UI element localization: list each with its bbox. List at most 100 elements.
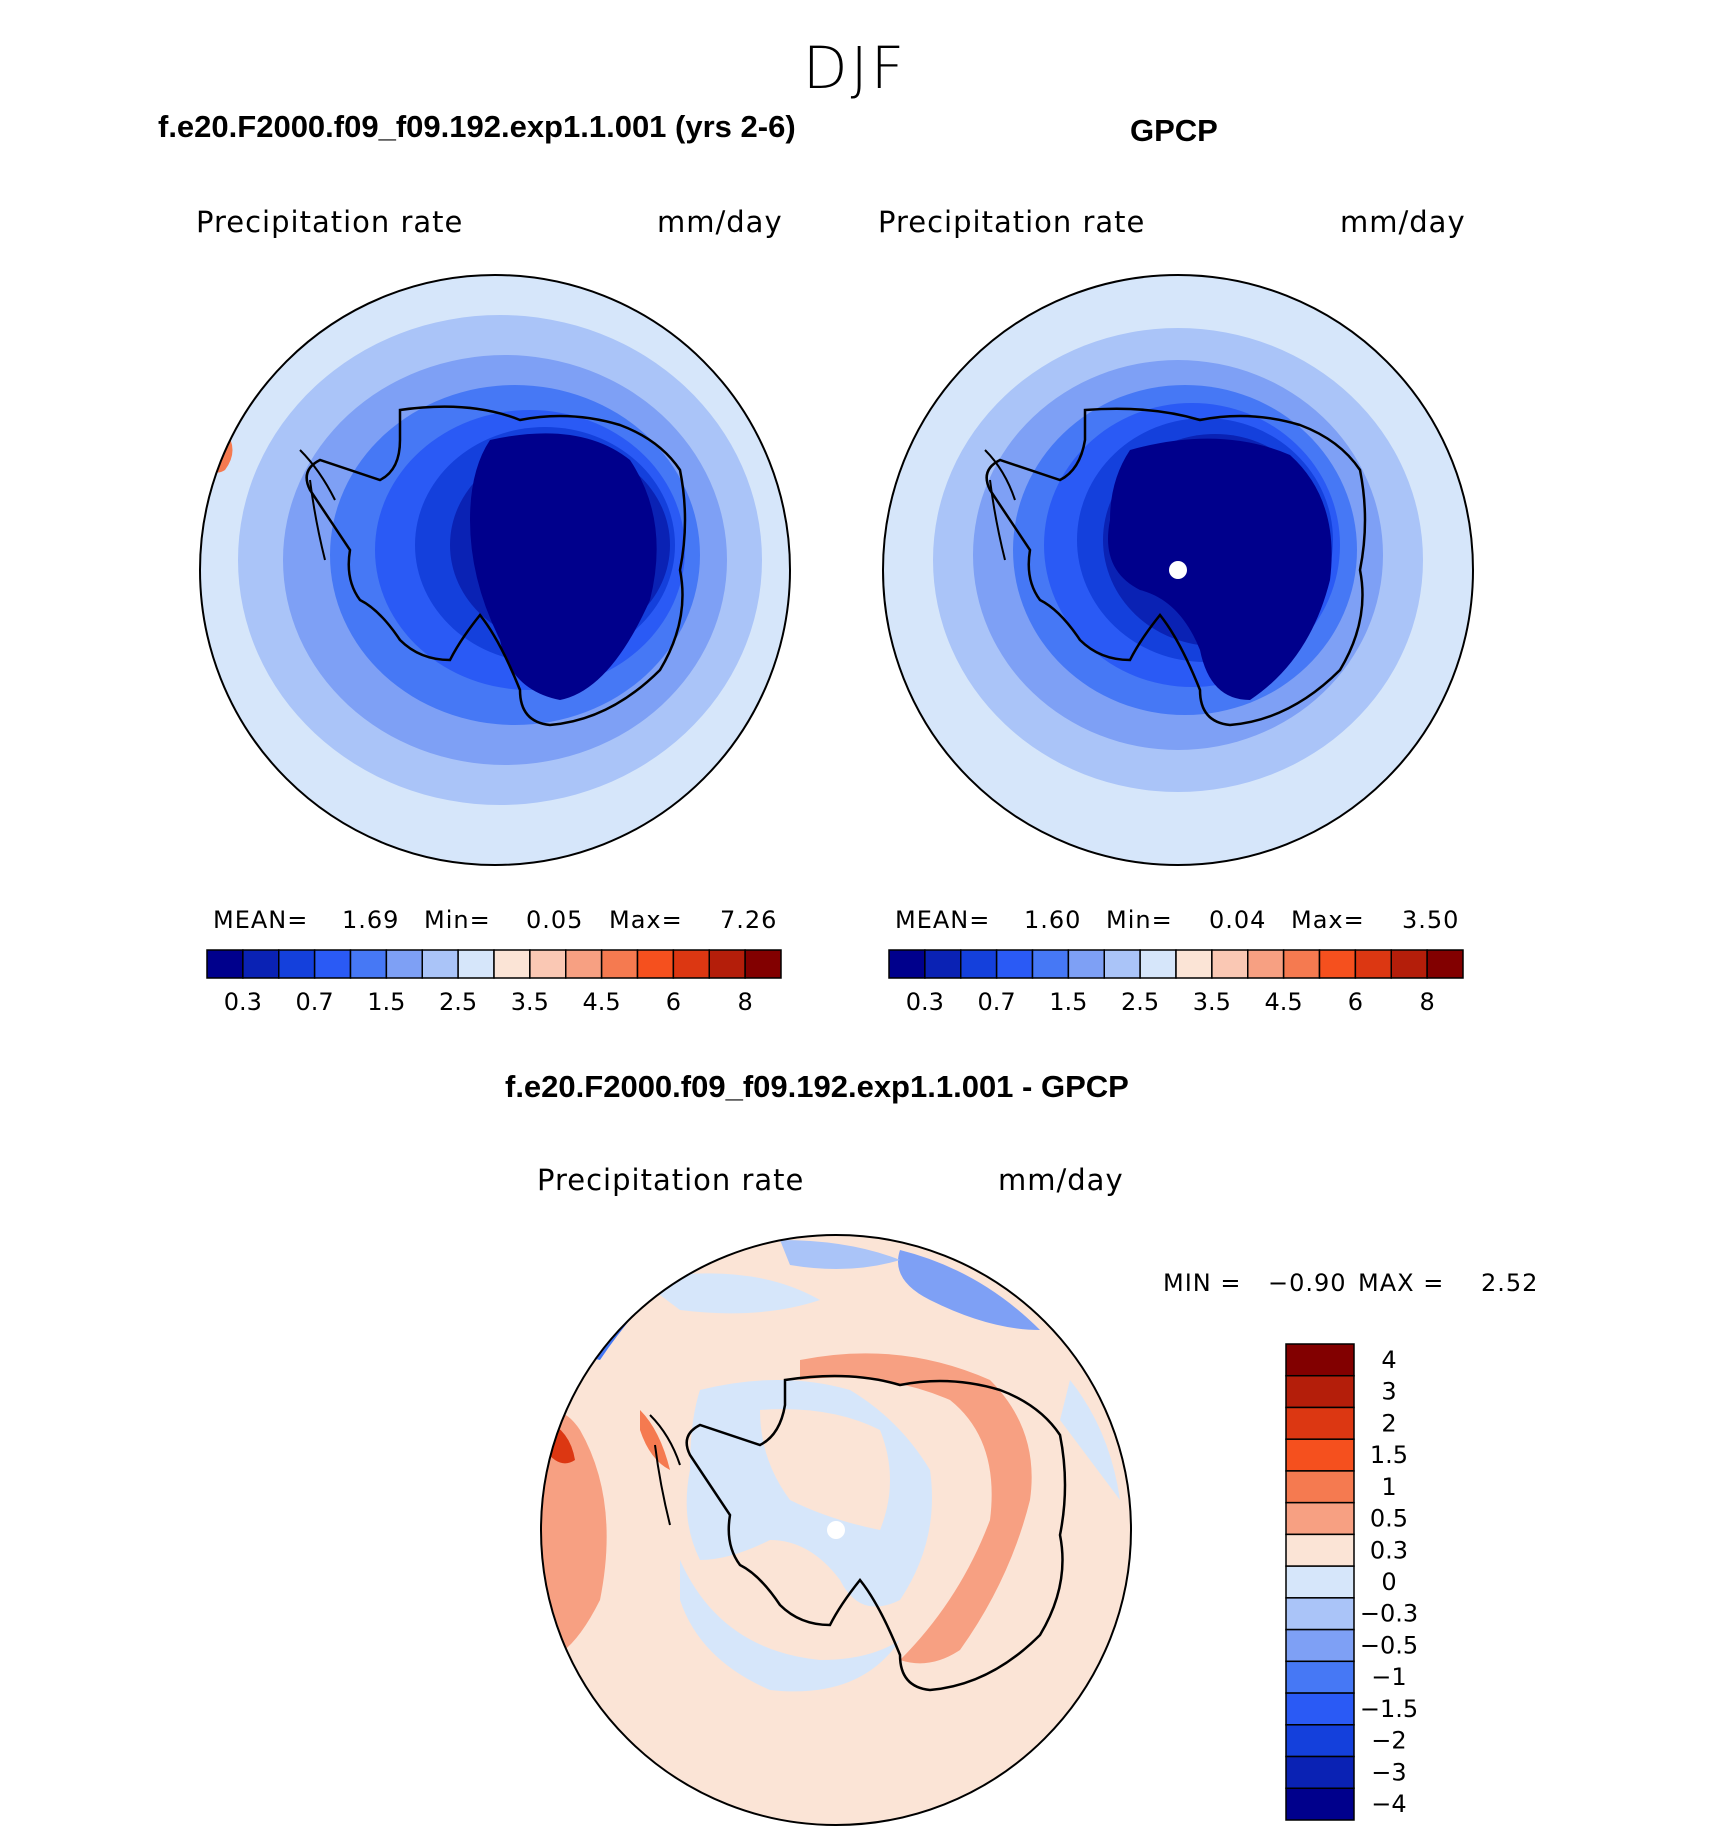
panel1-map: [200, 275, 790, 865]
panel2-variable-label: Precipitation rate: [878, 205, 1146, 239]
panel1-colorbar-swatch: [278, 949, 316, 979]
panel3-colorbar-tick-label: −4: [1371, 1790, 1406, 1818]
panel2-map: [883, 275, 1473, 865]
panel1-variable-label: Precipitation rate: [196, 205, 464, 239]
panel2-colorbar-swatch: [888, 949, 926, 979]
panel2-colorbar-swatch: [1031, 949, 1070, 979]
panel3-colorbar-swatch: [1285, 1597, 1355, 1631]
panel2-mean-value: 1.60: [1024, 906, 1082, 934]
panel2-colorbar-swatch: [1247, 949, 1285, 979]
panel1-max-label: Max=: [609, 906, 683, 934]
panel3-colorbar-tick-label: −1: [1371, 1663, 1406, 1691]
panel1-colorbar-swatch: [600, 949, 639, 979]
panel2-colorbar-swatch: [1318, 949, 1357, 979]
panel3-colorbar-swatch: [1285, 1438, 1355, 1472]
panel3-colorbar-tick-label: −2: [1371, 1727, 1406, 1755]
panel1-colorbar-swatch: [385, 949, 423, 979]
panel3-colorbar-swatch: [1285, 1660, 1355, 1694]
panel3-colorbar-tick-label: 1.5: [1370, 1441, 1408, 1469]
panel2-colorbar-tick-label: 2.5: [1121, 988, 1159, 1016]
panel2-units-label: mm/day: [1340, 205, 1466, 239]
panel2-map-border: [882, 274, 1474, 866]
panel2-colorbar-swatch: [960, 949, 998, 979]
panel2-colorbar-tick-label: 6: [1348, 988, 1363, 1016]
panel3-max-value: 2.52: [1481, 1269, 1539, 1297]
panel1-colorbar-tick-label: 4.5: [583, 988, 621, 1016]
panel2-colorbar-swatch: [1067, 949, 1105, 979]
panel2-colorbar-swatch: [1211, 949, 1249, 979]
panel3-colorbar-swatch: [1285, 1692, 1355, 1726]
panel3-min-value: −0.90: [1268, 1269, 1347, 1297]
panel3-colorbar-swatch: [1285, 1565, 1355, 1599]
panel1-colorbar-tick-label: 0.3: [224, 988, 262, 1016]
panel2-colorbar-tick-label: 4.5: [1265, 988, 1303, 1016]
panel3-colorbar-tick-label: 0: [1381, 1568, 1396, 1596]
panel2-colorbar-tick-label: 8: [1419, 988, 1434, 1016]
panel3-colorbar-swatch: [1285, 1374, 1355, 1409]
panel1-colorbar-tick-label: 0.7: [296, 988, 334, 1016]
panel2-colorbar-swatch: [1354, 949, 1392, 979]
panel1-colorbar-tick-label: 8: [737, 988, 752, 1016]
panel2-colorbar-swatch: [1390, 949, 1428, 979]
panel3-units-label: mm/day: [998, 1163, 1124, 1197]
panel3-colorbar: 4 3 2 1.5 1 0.5 0.3 0 −0.3 −0.5 −1 −1.5 −2 −3 −4: [1285, 1343, 1418, 1821]
panel3-colorbar-tick-label: −3: [1371, 1758, 1406, 1786]
panel1-title: f.e20.F2000.f09_f09.192.exp1.1.001 (yrs …: [158, 109, 796, 144]
panel2-min-label: Min=: [1106, 906, 1173, 934]
panel2-max-label: Max=: [1291, 906, 1365, 934]
panel2-colorbar-swatch: [995, 949, 1034, 979]
panel1-colorbar-swatch: [242, 949, 280, 979]
panel1-mean-label: MEAN=: [213, 906, 309, 934]
panel1-colorbar-swatch: [493, 949, 531, 979]
panel3-map-border: [540, 1234, 1132, 1826]
panel3-colorbar-tick-label: 4: [1381, 1346, 1396, 1374]
panel3-colorbar-swatch: [1285, 1343, 1355, 1377]
panel3-variable-label: Precipitation rate: [537, 1163, 805, 1197]
panel2-colorbar-tick-label: 0.7: [978, 988, 1016, 1016]
panel2-colorbar-tick-label: 0.3: [906, 988, 944, 1016]
panel3-max-label: MAX =: [1358, 1269, 1445, 1297]
panel2-colorbar-swatch: [1282, 949, 1321, 979]
panel2-title: GPCP: [1130, 113, 1218, 148]
panel2-colorbar-swatch: [924, 949, 962, 979]
panel1-colorbar-swatch: [708, 949, 746, 979]
panel3-colorbar-swatch: [1285, 1470, 1355, 1504]
panel1-colorbar-swatch: [421, 949, 459, 979]
panel3-title: f.e20.F2000.f09_f09.192.exp1.1.001 - GPC…: [505, 1069, 1129, 1104]
panel1-colorbar-tick-label: 1.5: [367, 988, 405, 1016]
panel2-colorbar-swatch: [1139, 949, 1177, 979]
panel1-colorbar-tick-label: 6: [666, 988, 681, 1016]
panel1-min-label: Min=: [424, 906, 491, 934]
panel3-colorbar-tick-label: 0.3: [1370, 1536, 1408, 1564]
panel1-min-value: 0.05: [526, 906, 584, 934]
panel1-mean-value: 1.69: [342, 906, 400, 934]
panel3-colorbar-swatch: [1285, 1406, 1355, 1440]
panel2-mean-label: MEAN=: [895, 906, 991, 934]
panel3-colorbar-swatch: [1285, 1755, 1355, 1790]
panel3-min-label: MIN =: [1163, 1269, 1242, 1297]
panel1-units-label: mm/day: [657, 205, 783, 239]
panel3-colorbar-tick-label: 1: [1381, 1473, 1396, 1501]
panel2-colorbar-tick-label: 1.5: [1049, 988, 1087, 1016]
panel1-colorbar-swatch: [349, 949, 388, 979]
panel3-colorbar-tick-label: −0.5: [1360, 1631, 1418, 1659]
panel2-min-value: 0.04: [1209, 906, 1267, 934]
panel1-colorbar-tick-label: 3.5: [511, 988, 549, 1016]
panel3-colorbar-swatch: [1285, 1787, 1355, 1821]
panel3-colorbar-tick-label: −0.3: [1360, 1600, 1418, 1628]
panel1-colorbar-swatch: [636, 949, 675, 979]
panel1-max-value: 7.26: [720, 906, 778, 934]
panel1-colorbar-tick-label: 2.5: [439, 988, 477, 1016]
panel3-colorbar-tick-label: 0.5: [1370, 1505, 1408, 1533]
panel2-max-value: 3.50: [1402, 906, 1460, 934]
panel3-colorbar-swatch: [1285, 1501, 1355, 1536]
panel3-colorbar-tick-label: 3: [1381, 1378, 1396, 1406]
panel3-colorbar-swatch: [1285, 1628, 1355, 1663]
panel2-colorbar-swatch: [1175, 949, 1213, 979]
panel2-colorbar-swatch: [1103, 949, 1141, 979]
panel1-colorbar-swatch: [313, 949, 352, 979]
panel3-colorbar-swatch: [1285, 1724, 1355, 1758]
panel1-colorbar-swatch: [206, 949, 244, 979]
panel2-colorbar-swatch: [1426, 949, 1464, 979]
panel1-map-border: [199, 274, 791, 866]
